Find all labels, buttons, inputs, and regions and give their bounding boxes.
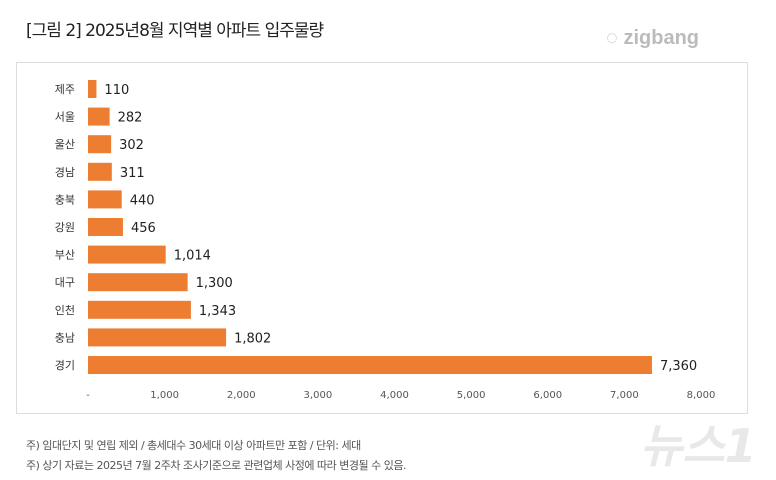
bar: [88, 245, 166, 264]
category-label: 인천: [55, 303, 75, 317]
x-tick-label: -: [86, 390, 90, 401]
chart-title: [그림 2] 2025년8월 지역별 아파트 입주물량: [26, 21, 324, 41]
category-label: 울산: [55, 138, 75, 151]
x-tick-label: 6,000: [533, 390, 562, 401]
footnote-1: 주) 임대단지 및 연립 제외 / 총세대수 30세대 이상 아파트만 포함 /…: [26, 439, 361, 452]
data-label: 110: [104, 83, 129, 98]
data-label: 7,360: [660, 359, 697, 374]
chart-frame: [16, 62, 748, 414]
category-label: 부산: [55, 249, 75, 262]
bar: [88, 135, 112, 154]
data-label: 1,802: [234, 331, 271, 346]
category-label: 경기: [55, 359, 75, 372]
bar: [88, 328, 227, 347]
footnote-2: 주) 상기 자료는 2025년 7월 2주차 조사기준으로 관련업체 사정에 따…: [26, 459, 406, 472]
x-tick-label: 5,000: [457, 390, 486, 401]
x-tick-label: 2,000: [227, 390, 256, 401]
bar: [88, 273, 188, 292]
bar: [88, 190, 122, 209]
bar: [88, 107, 110, 126]
category-label: 제주: [55, 83, 75, 96]
x-tick-label: 8,000: [687, 390, 716, 401]
x-tick-label: 4,000: [380, 390, 409, 401]
category-label: 대구: [55, 276, 75, 289]
logo-text: zigbang: [623, 27, 699, 49]
bar: [88, 356, 652, 374]
data-label: 282: [118, 111, 143, 126]
category-label: 서울: [55, 111, 75, 124]
data-label: 456: [131, 221, 156, 236]
category-label: 충북: [55, 193, 75, 206]
x-tick-label: 3,000: [304, 390, 333, 401]
x-tick-label: 7,000: [610, 390, 639, 401]
category-label: 충남: [55, 331, 75, 344]
bar: [88, 300, 191, 319]
data-label: 311: [120, 166, 145, 181]
data-label: 302: [119, 138, 144, 153]
news1-watermark: 뉴스1: [640, 419, 757, 473]
data-label: 1,343: [199, 304, 236, 319]
bar: [88, 162, 112, 181]
category-label: 강원: [55, 221, 75, 234]
category-label: 경남: [55, 166, 75, 179]
data-label: 440: [130, 193, 155, 208]
zigbang-logo: ◌ zigbang: [606, 27, 699, 49]
x-tick-label: 1,000: [150, 390, 179, 401]
bar: [88, 218, 123, 236]
bar: [88, 80, 97, 98]
data-label: 1,014: [174, 249, 211, 264]
data-label: 1,300: [196, 276, 233, 291]
